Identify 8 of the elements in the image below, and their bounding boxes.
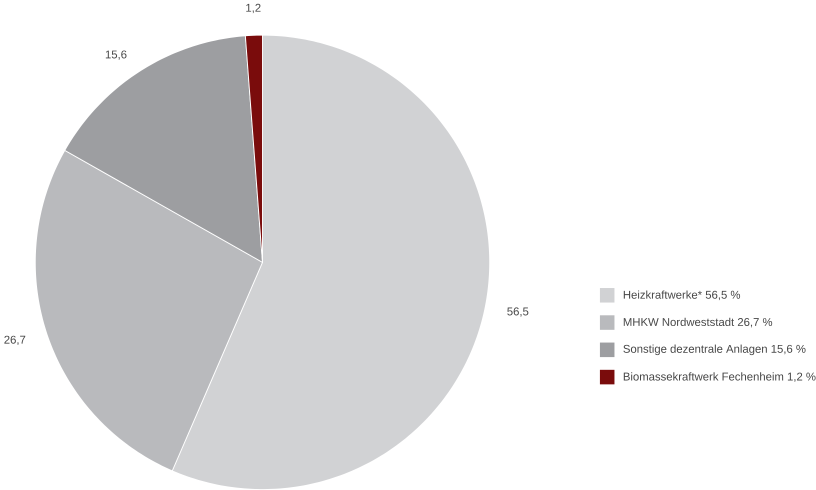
legend-label: MHKW Nordweststadt 26,7 % [624,318,772,328]
legend-label: Biomassekraftwerk Fechenheim 1,2 % [624,372,816,382]
data-label: 15,6 [106,50,127,60]
data-label: 1,2 [246,4,261,14]
data-label: 56,5 [507,307,528,317]
legend-label: Sonstige dezentrale Anlagen 15,6 % [623,344,806,356]
legend-label: Heizkraftwerke* 56,5 % [624,290,740,300]
data-label: 26,7 [4,336,26,346]
